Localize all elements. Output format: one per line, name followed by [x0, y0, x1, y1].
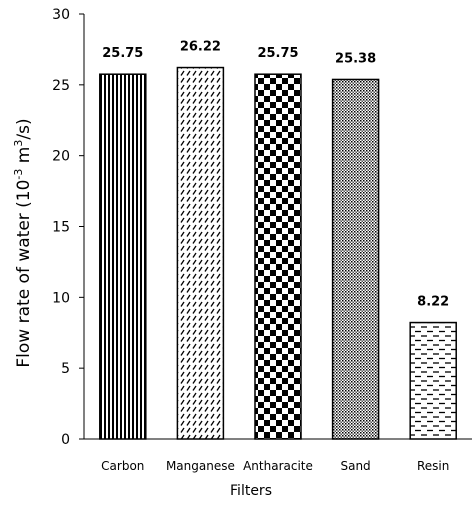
bar-carbon: [99, 73, 147, 440]
bar-manganese: [176, 66, 225, 440]
x-tick-label-antharacite: Antharacite: [243, 459, 313, 473]
y-tick-label: 5: [61, 361, 70, 377]
y-axis-title: Flow rate of water (10-3 m3/s): [12, 118, 34, 367]
y-axis-title-unit: m: [14, 147, 34, 169]
x-tick-label-resin: Resin: [417, 459, 449, 473]
x-tick-label-carbon: Carbon: [101, 459, 144, 473]
bars-group: [99, 66, 457, 440]
y-tick-label: 25: [52, 78, 70, 94]
x-tick-label-sand: Sand: [340, 459, 370, 473]
bar-resin: [409, 321, 457, 440]
data-label-resin: 8.22: [417, 295, 449, 310]
y-axis-title-exponent-1: -3: [12, 169, 25, 180]
y-axis-ticks: 0 5 10 15 20 25 30: [52, 7, 84, 448]
x-tick-label-manganese: Manganese: [166, 459, 235, 473]
y-tick-label: 10: [52, 290, 70, 306]
y-tick-label: 20: [52, 149, 70, 165]
data-label-carbon: 25.75: [102, 46, 143, 61]
data-labels-group: 25.75 26.22 25.75 25.38 8.22: [102, 40, 449, 310]
bar-sand: [331, 78, 380, 440]
x-axis-tick-labels: Carbon Manganese Antharacite Sand Resin: [101, 459, 449, 473]
x-axis-title: Filters: [230, 483, 272, 499]
y-axis-title-suffix: /s): [14, 118, 34, 139]
data-label-sand: 25.38: [335, 51, 376, 66]
y-tick-label: 15: [52, 220, 70, 236]
bar-antharacite: [254, 73, 302, 440]
y-axis-title-prefix: Flow rate of water (10: [14, 180, 34, 368]
y-tick-label: 30: [52, 7, 70, 23]
data-label-antharacite: 25.75: [257, 46, 298, 61]
y-axis-title-exponent-2: 3: [12, 140, 25, 147]
y-tick-label: 0: [61, 432, 70, 448]
data-label-manganese: 26.22: [180, 40, 221, 55]
